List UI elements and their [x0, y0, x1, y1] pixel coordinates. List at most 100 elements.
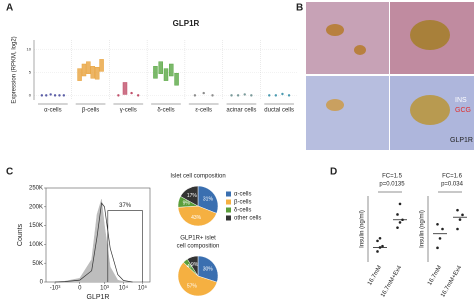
- x-tick-label: 16.7mM+Ex4: [440, 264, 463, 298]
- dot: [236, 94, 240, 97]
- box: [77, 68, 82, 81]
- box: [94, 66, 100, 80]
- y-tick-label: 10: [27, 46, 32, 51]
- dot: [130, 91, 133, 95]
- x-tick-label: acinar cells: [226, 108, 256, 114]
- y-tick-label: 5: [29, 69, 32, 74]
- box: [90, 66, 96, 79]
- dot: [45, 94, 48, 97]
- box: [86, 61, 91, 74]
- box: [99, 59, 104, 72]
- box: [174, 72, 179, 86]
- chart-title: GLP1R: [173, 19, 200, 28]
- x-tick-label: -10³: [50, 286, 61, 292]
- dot: [438, 237, 442, 240]
- dot: [456, 227, 459, 231]
- density-curve: [55, 202, 133, 283]
- x-tick-label: γ-cells: [120, 108, 137, 114]
- y-tick-label: 0: [29, 92, 32, 97]
- density-curve: [55, 199, 133, 283]
- dot: [58, 94, 61, 97]
- x-tick-label: α-cells: [44, 108, 61, 114]
- annotation: FC=1.6: [442, 174, 463, 180]
- legend-swatch: [226, 215, 231, 221]
- panel-label: A: [6, 3, 13, 14]
- x-axis-label: GLP1R: [87, 294, 110, 301]
- legend-label: α-cells: [234, 192, 251, 198]
- legend-label: other cells: [234, 216, 261, 222]
- dot: [381, 244, 384, 248]
- y-tick-label: 250K: [29, 186, 43, 192]
- stain-label: INS: [455, 97, 467, 104]
- dot: [376, 239, 379, 243]
- panel-label: B: [296, 3, 303, 14]
- gate: [107, 210, 143, 282]
- dot: [40, 94, 44, 97]
- dot: [211, 94, 214, 97]
- y-axis-label: Counts: [17, 223, 24, 246]
- legend-swatch: [226, 191, 231, 197]
- box: [122, 82, 128, 95]
- annotation: FC=1.5: [382, 174, 403, 180]
- slice-label: 31%: [203, 197, 214, 203]
- y-tick-label: 50K: [32, 261, 43, 267]
- pie-title: GLP1R+ islet: [180, 236, 216, 242]
- panel-label: C: [6, 167, 13, 178]
- y-tick-label: 150K: [29, 223, 43, 229]
- dot: [441, 227, 444, 231]
- dot: [281, 92, 284, 96]
- slice-label: 9%: [191, 262, 199, 268]
- slice-label: 9%: [183, 201, 191, 207]
- box: [169, 63, 174, 77]
- panel-label: D: [330, 167, 337, 178]
- dot: [287, 94, 291, 97]
- y-axis-label: Insulin (ng/ml): [420, 210, 426, 248]
- box: [158, 61, 163, 74]
- dot: [53, 94, 57, 97]
- y-tick-label: 100K: [29, 242, 43, 248]
- dot: [193, 94, 197, 97]
- dot: [136, 94, 140, 97]
- dot: [398, 202, 402, 206]
- slice-label: 43%: [191, 215, 202, 221]
- pie-slice: [177, 261, 218, 297]
- legend-label: δ-cells: [234, 208, 251, 214]
- annotation: p=0.034: [441, 182, 464, 188]
- slice-label: 4%: [187, 264, 195, 270]
- y-tick-label: 0: [40, 280, 44, 286]
- stain-label: GLP1R: [450, 137, 473, 144]
- box: [81, 63, 87, 77]
- x-tick-label: 0: [78, 286, 82, 292]
- dot: [202, 91, 205, 95]
- x-tick-label: 16.7mM+Ex4: [380, 264, 403, 298]
- x-tick-label: 10³: [100, 286, 109, 292]
- dot: [243, 93, 246, 96]
- slice-label: 57%: [187, 284, 198, 290]
- legend-label: β-cells: [234, 200, 251, 206]
- annotation: p=0.0135: [379, 182, 405, 188]
- x-tick-label: 16.7mM: [367, 265, 383, 287]
- box: [153, 66, 158, 79]
- pie-slice: [186, 255, 199, 277]
- y-axis-label: Insulin (ng/ml): [360, 210, 366, 248]
- legend-swatch: [226, 207, 231, 213]
- dot: [436, 246, 439, 250]
- dot: [461, 213, 464, 217]
- x-tick-label: 10⁵: [138, 285, 148, 292]
- legend-swatch: [226, 199, 231, 205]
- dot: [458, 218, 462, 221]
- dot: [396, 213, 399, 216]
- x-tick-label: 10⁴: [119, 285, 129, 292]
- gate-label: 37%: [119, 203, 132, 209]
- slice-label: 30%: [203, 266, 214, 272]
- dot: [396, 226, 399, 229]
- pie-slice: [180, 185, 199, 207]
- dot: [378, 236, 382, 240]
- y-axis-label: Expression (RPKM, log2): [12, 36, 18, 103]
- pie-slice: [197, 185, 219, 214]
- dot: [49, 93, 52, 96]
- pie-title: cell composition: [177, 244, 220, 250]
- x-tick-label: δ-cells: [157, 108, 174, 114]
- dot: [250, 94, 253, 97]
